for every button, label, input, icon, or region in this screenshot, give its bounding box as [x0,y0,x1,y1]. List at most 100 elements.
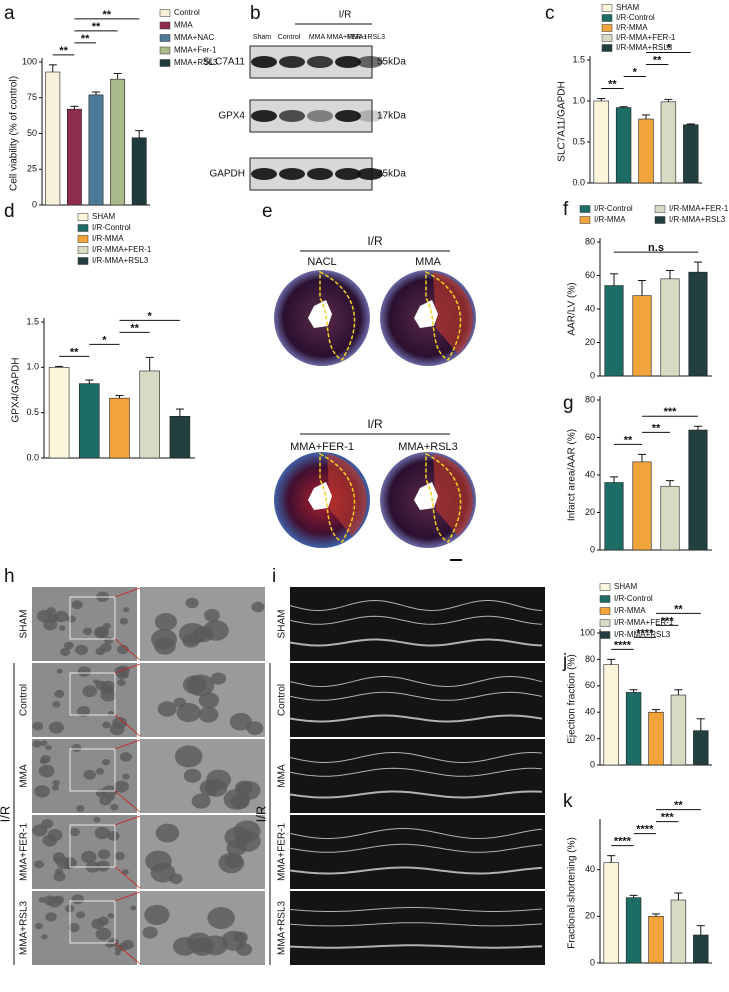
organelle [93,816,101,823]
organelle [204,778,228,797]
y-axis-label: SLC7A11/GAPDH [557,81,568,161]
image-label: MMA [415,256,441,268]
organelle [68,923,80,933]
y-axis-label: Cell viability (% of control) [9,76,20,191]
zoom-line [114,663,141,674]
legend-label: MMA+Fer-1 [174,46,217,55]
organelle [64,863,72,870]
echo-wall [289,638,543,647]
organelle [59,647,71,656]
organelle [54,689,65,698]
bar [693,730,709,766]
legend-swatch [159,34,171,42]
echo-wall [289,615,543,625]
organelle [95,768,105,775]
organelle [40,754,51,764]
legend-label: MMA [174,21,193,30]
legend-label: I/R-Control [594,204,633,213]
zoom-box [69,672,116,716]
legend-swatch [599,631,611,639]
zoom-line [114,942,141,965]
panel-letter: a [4,3,15,24]
organelle [207,907,235,930]
organelle [110,803,119,811]
echo-wall [289,714,543,723]
organelle [150,862,176,883]
blot-band [357,110,383,122]
bar [139,370,160,459]
panel-letter: e [262,201,273,222]
bar [604,482,624,551]
y-tick-label: 20 [585,507,595,517]
bar [688,429,708,551]
blot-band [335,56,361,68]
legend-swatch [579,205,591,213]
blot-band [335,110,361,122]
organelle [119,617,128,625]
legend-swatch [77,224,89,232]
bar [625,692,642,766]
organelle [58,625,66,631]
organelle [41,819,54,829]
echo-wall [289,790,543,799]
organelle [117,644,129,655]
legend-label: I/R-MMA+RSL3 [92,256,149,265]
blot-band [251,56,277,68]
organelle [236,780,261,800]
legend-label: I/R-MMA+FER-1 [669,204,729,213]
panel-letter: i [272,566,276,587]
y-tick-label: 0 [590,759,595,769]
organelle [102,758,111,766]
sig-label: ** [674,800,683,812]
bar [632,295,652,377]
row-label: SHAM [277,610,288,639]
organelle [218,852,245,874]
zoom-line [114,815,141,826]
legend-label: I/R-MMA [594,215,626,224]
organelle [53,856,63,864]
bar [604,285,624,377]
bar [625,897,642,964]
organelle [107,831,120,841]
image-label: NACL [307,256,336,268]
y-tick-label: 60 [585,270,595,280]
organelle [51,784,60,791]
viable-area [433,272,473,354]
organelle [76,911,86,919]
legend-label: I/R-MMA [92,234,124,243]
y-tick-label: 0.0 [26,452,39,462]
em-panel: h SHAM Control MMA MMA+FER-1 MMA+RSL3 I/R [0,566,265,965]
bar [169,415,191,459]
viable-area [327,454,367,536]
y-tick-label: 40 [585,303,595,313]
y-tick-label: 0 [590,370,595,380]
organelle [77,666,91,677]
y-tick-label: 80 [585,236,595,246]
y-tick-label: 0.5 [26,407,39,417]
organelle [41,934,48,940]
organelle [47,829,63,841]
organelle [95,927,112,941]
legend-swatch [654,205,666,213]
bar [660,278,680,377]
y-tick-label: 20 [585,911,595,921]
organelle [95,647,105,656]
size-label: 55kDa [377,57,406,68]
organelle [53,872,66,882]
organelle [34,922,43,930]
zoom-line [114,587,141,598]
legend-swatch [159,46,171,55]
panel-letter: k [563,791,573,812]
legend-label: I/R-Control [616,13,655,22]
row-label: MMA+RSL3 [19,900,30,955]
lane-label: MMA+RSL3 [347,34,385,41]
image-label: MMA+FER-1 [290,441,354,453]
zoom-line [114,891,141,902]
sig-label: ** [608,78,617,90]
blot-band [307,168,333,180]
organelle [229,712,252,731]
organelle [45,745,52,751]
sig-label: **** [614,639,632,651]
